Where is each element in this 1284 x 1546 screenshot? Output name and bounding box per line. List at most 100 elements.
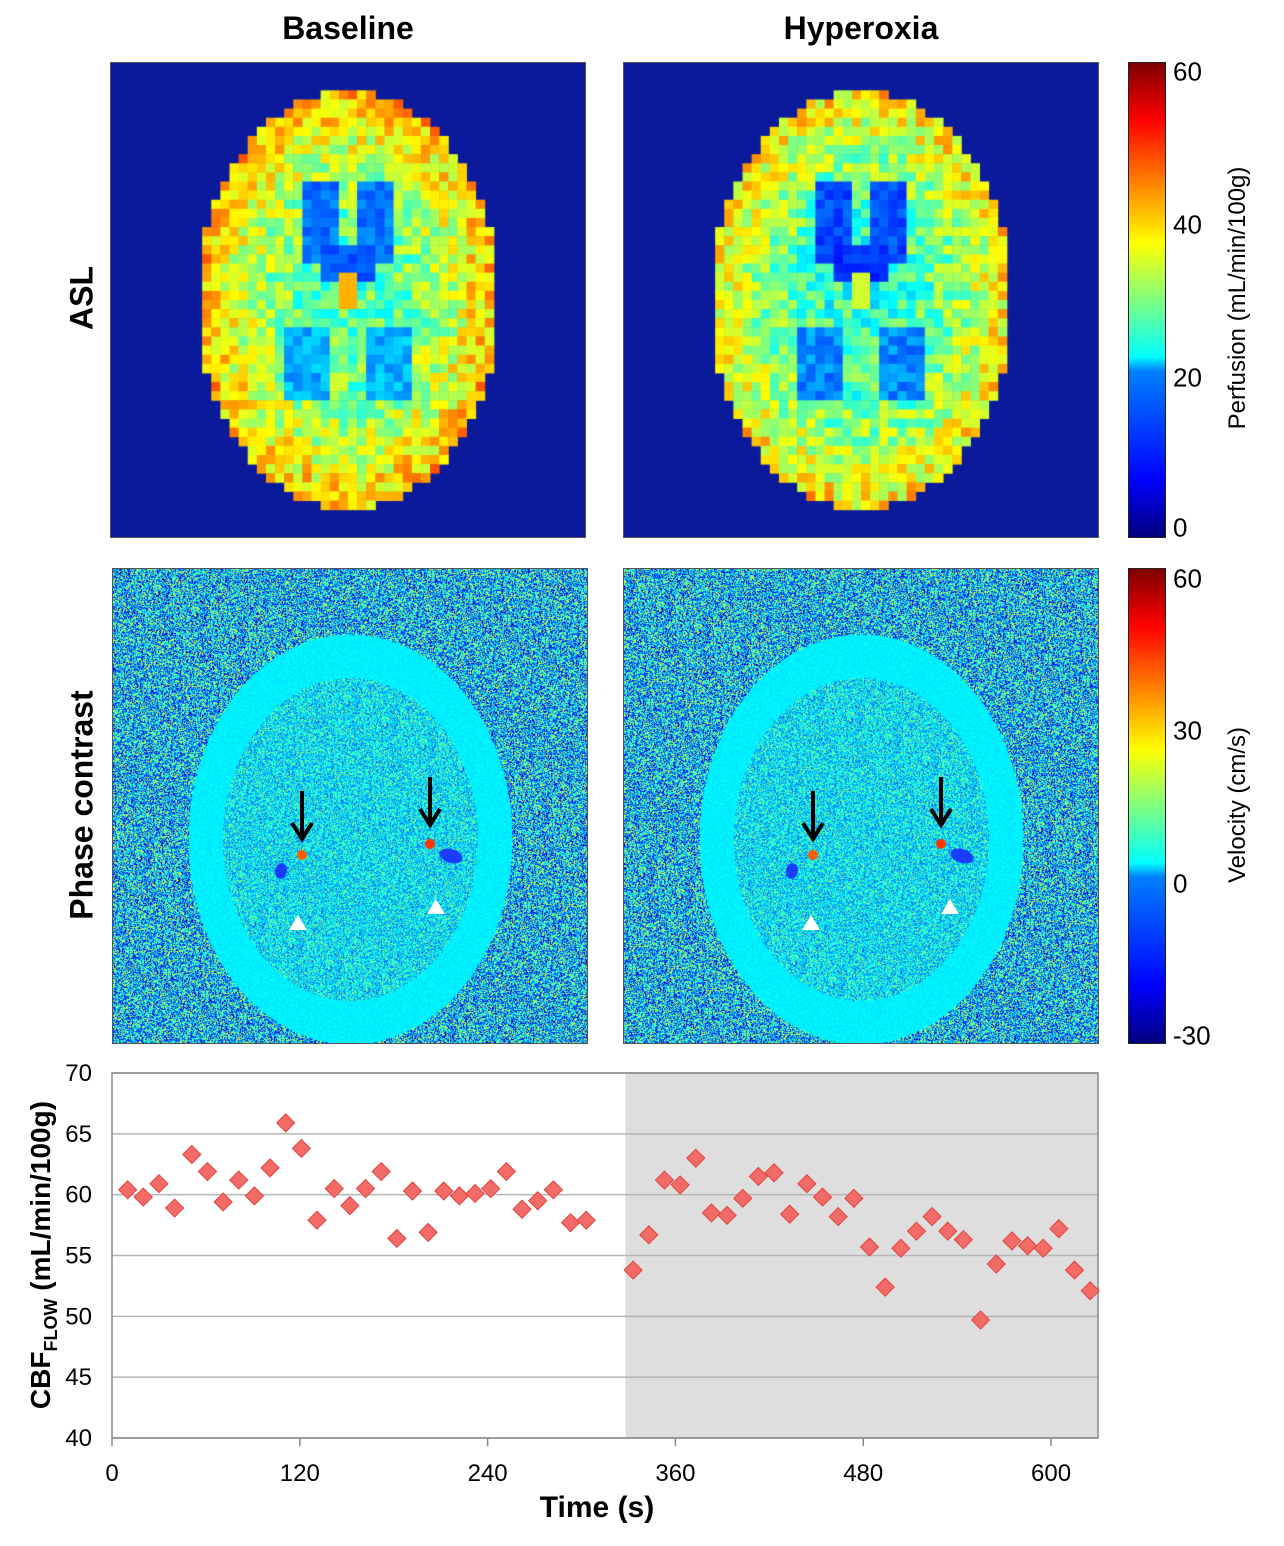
- x-tick-label: 360: [655, 1460, 695, 1487]
- y-axis-label-sub: FLOW: [41, 1299, 61, 1352]
- data-point: [701, 1203, 722, 1223]
- triangle-marker-icon: [427, 899, 445, 914]
- asl-baseline-map: [111, 63, 585, 537]
- y-tick-label: 65: [65, 1121, 92, 1148]
- velocity-tick: 0: [1173, 868, 1188, 899]
- perfusion-tick: 40: [1173, 209, 1202, 240]
- pc-hyperoxia-panel: [623, 568, 1099, 1044]
- y-axis-label-units: (mL/min/100g): [25, 1101, 56, 1299]
- data-point: [543, 1180, 564, 1200]
- triangle-marker-icon: [941, 899, 959, 914]
- data-point: [986, 1254, 1006, 1274]
- y-tick-label: 60: [65, 1182, 92, 1209]
- data-point: [496, 1161, 517, 1182]
- data-point: [779, 1204, 800, 1224]
- y-tick-label: 70: [65, 1060, 92, 1087]
- perfusion-colorbar: [1128, 62, 1166, 538]
- data-point: [639, 1225, 659, 1245]
- data-point: [828, 1206, 848, 1227]
- data-point: [623, 1260, 643, 1280]
- data-point: [527, 1191, 548, 1211]
- data-point: [938, 1221, 958, 1241]
- down-arrow-icon: [418, 777, 442, 829]
- data-point: [418, 1222, 438, 1243]
- perfusion-tick: 60: [1173, 56, 1202, 87]
- data-point: [717, 1205, 737, 1226]
- y-tick-label: 45: [65, 1364, 92, 1391]
- down-arrow-icon: [290, 791, 314, 843]
- data-point: [260, 1158, 280, 1178]
- velocity-colorbar-label: Velocity (cm/s): [1224, 726, 1251, 884]
- data-points: [117, 1113, 1100, 1330]
- data-point: [355, 1178, 376, 1199]
- data-point: [117, 1180, 138, 1200]
- data-point: [686, 1148, 706, 1168]
- y-axis-label-main: CBF: [25, 1352, 56, 1410]
- y-axis-label: CBFFLOW (mL/min/100g): [25, 1101, 61, 1409]
- velocity-tick: 60: [1173, 563, 1202, 594]
- down-arrow-icon: [929, 777, 953, 829]
- asl-hyperoxia-map: [624, 63, 1098, 537]
- data-point: [906, 1221, 927, 1241]
- data-point: [922, 1206, 942, 1227]
- data-point: [670, 1175, 690, 1195]
- data-point: [733, 1188, 753, 1209]
- y-tick-label: 55: [65, 1243, 92, 1270]
- velocity-tick: 30: [1173, 715, 1202, 746]
- data-point: [149, 1174, 169, 1194]
- data-point: [844, 1188, 864, 1209]
- plot-border: [111, 1072, 1099, 1439]
- y-axis-ticks: 40 45 50 55 60 65 70: [65, 1060, 92, 1452]
- x-tick-label: 240: [468, 1460, 508, 1487]
- data-point: [654, 1170, 675, 1190]
- data-point: [387, 1228, 407, 1249]
- data-point: [244, 1186, 265, 1206]
- triangle-marker-icon: [289, 915, 307, 930]
- data-point: [576, 1210, 596, 1230]
- data-point: [891, 1238, 911, 1258]
- perfusion-tick: 20: [1173, 362, 1202, 393]
- row-label-asl: ASL: [63, 266, 100, 330]
- asl-baseline-panel: [110, 62, 586, 538]
- pc-baseline-panel: [112, 568, 588, 1044]
- column-title-hyperoxia: Hyperoxia: [783, 10, 939, 46]
- data-point: [1017, 1236, 1038, 1256]
- data-point: [560, 1212, 581, 1233]
- data-point: [182, 1144, 202, 1165]
- data-point: [953, 1229, 974, 1250]
- data-point: [340, 1195, 360, 1216]
- x-tick-label: 0: [105, 1460, 118, 1487]
- x-axis-ticks: 0 120 240 360 480 600: [105, 1438, 1071, 1487]
- cbf-flow-chart: 40 45 50 55 60 65 70 0 120 240 360 480 600 Time (s)…: [25, 1060, 1100, 1524]
- data-point: [276, 1113, 296, 1133]
- data-point: [164, 1198, 185, 1218]
- data-point: [434, 1181, 454, 1201]
- data-point: [970, 1310, 991, 1330]
- velocity-tick: -30: [1173, 1020, 1211, 1051]
- data-point: [859, 1237, 880, 1257]
- data-point: [449, 1186, 470, 1206]
- x-tick-label: 600: [1031, 1460, 1071, 1487]
- perfusion-tick: 0: [1173, 512, 1188, 543]
- data-point: [764, 1163, 784, 1183]
- y-tick-label: 40: [65, 1425, 92, 1452]
- data-point: [1064, 1260, 1085, 1280]
- data-point: [307, 1210, 327, 1230]
- data-point: [875, 1277, 895, 1297]
- data-point: [512, 1199, 532, 1219]
- data-point: [402, 1181, 423, 1201]
- data-point: [1002, 1231, 1022, 1251]
- triangle-marker-icon: [802, 915, 820, 930]
- data-point: [1049, 1219, 1069, 1239]
- y-tick-label: 50: [65, 1303, 92, 1330]
- data-point: [213, 1192, 233, 1212]
- pc-baseline-annotations: [289, 777, 445, 930]
- data-point: [371, 1161, 391, 1182]
- perfusion-colorbar-label: Perfusion (mL/min/100g): [1224, 166, 1251, 430]
- data-point: [1033, 1238, 1053, 1258]
- x-tick-label: 480: [843, 1460, 883, 1487]
- data-point: [229, 1170, 249, 1190]
- pc-hyperoxia-map: [624, 569, 1098, 1043]
- data-point: [465, 1183, 485, 1204]
- asl-hyperoxia-panel: [623, 62, 1099, 538]
